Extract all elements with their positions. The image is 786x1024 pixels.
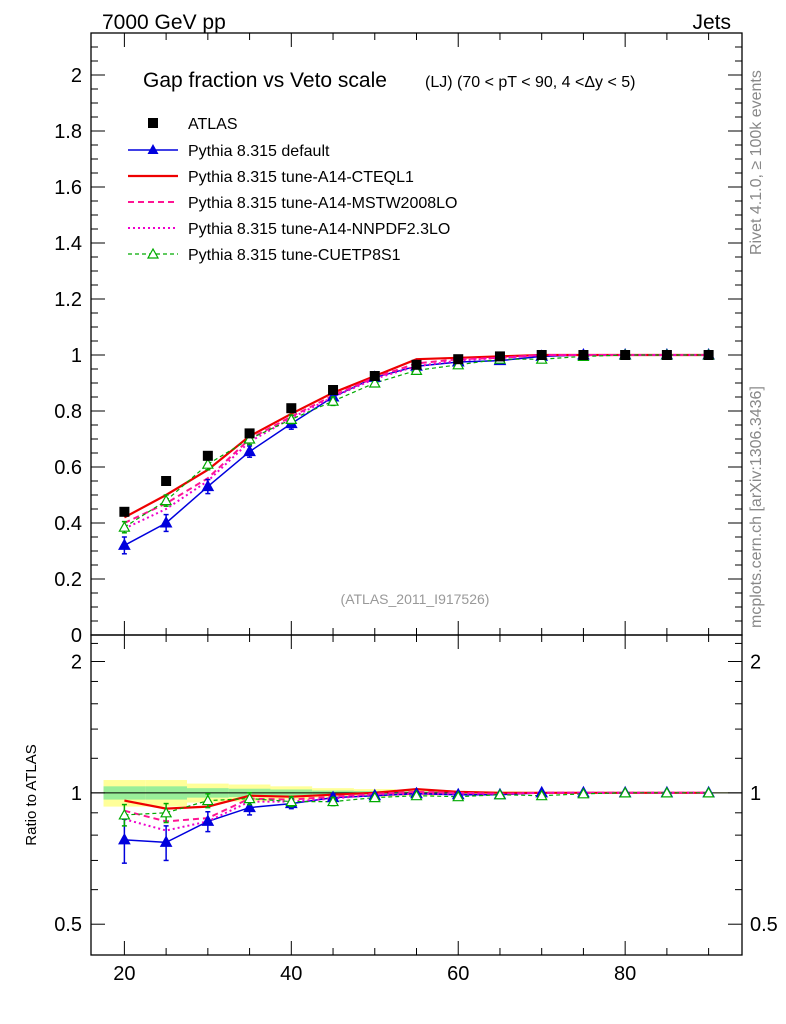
atlas-data-point: [494, 351, 505, 362]
rivet-label: Rivet 4.1.0, ≥ 100k events: [748, 70, 765, 255]
main-pythia-8-315-tune-cuetp8s1-point: [160, 494, 173, 506]
atlas-data-point: [161, 476, 172, 486]
ratio-pythia-8-315-tune-cuetp8s1-point: [201, 794, 214, 806]
analysis-watermark: (ATLAS_2011_I917526): [341, 591, 490, 607]
ratio-y-tick-label-right: 2: [750, 651, 761, 673]
main-pythia-8-315-default-point: [243, 444, 256, 457]
atlas-data-point: [620, 350, 631, 360]
ratio-pythia-8-315-tune-cuetp8s1-point: [702, 786, 715, 798]
legend-label-cteql1: Pythia 8.315 tune-A14-CTEQL1: [188, 169, 414, 186]
ratio-pythia-8-315-tune-cuetp8s1-point: [619, 786, 632, 798]
x-tick-label: 80: [614, 963, 636, 985]
ratio-pythia-8-315-tune-cuetp8s1-point: [452, 790, 465, 802]
ratio-pythia-8-315-tune-cuetp8s1-point: [285, 795, 298, 807]
header-left: 7000 GeV pp: [102, 11, 226, 34]
legend-label-nnpdf: Pythia 8.315 tune-A14-NNPDF2.3LO: [188, 221, 450, 238]
x-tick-label: 40: [280, 963, 302, 985]
main-pythia-8-315-tune-cuetp8s1-point: [327, 394, 340, 406]
atlas-data-point: [453, 354, 464, 365]
atlas-data-point: [411, 359, 422, 370]
main-pythia-8-315-tune-cuetp8s1-point: [201, 457, 214, 469]
atlas-data-point: [661, 350, 672, 360]
main-y-tick-label: 0.8: [54, 401, 82, 423]
main-pythia-8-315-tune-cuetp8s1-point: [368, 376, 381, 388]
ratio-pythia-8-315-default-point: [118, 832, 131, 845]
ratio-pythia-8-315-tune-cuetp8s1-point: [535, 789, 548, 801]
plot-title: Gap fraction vs Veto scale: [143, 69, 387, 92]
x-tick-label: 60: [447, 963, 469, 985]
ratio-pythia-8-315-tune-cuetp8s1-point: [577, 787, 590, 799]
legend-label-default: Pythia 8.315 default: [188, 143, 330, 160]
ratio-pythia-8-315-tune-a14-mstw2008lo-line: [124, 790, 709, 823]
plot-subtitle: (LJ) (70 < pT < 90, 4 <Δy < 5): [425, 74, 636, 91]
atlas-data-point: [202, 450, 213, 461]
atlas-data-point: [536, 350, 547, 360]
ratio-pythia-8-315-tune-cuetp8s1-point: [160, 806, 173, 818]
ratio-y-tick-label-right: 1: [750, 783, 761, 805]
main-pythia-8-315-tune-a14-cteql1-line: [123, 353, 709, 519]
ratio-pythia-8-315-tune-cuetp8s1-point: [327, 795, 340, 807]
main-y-tick-label: 1: [71, 345, 82, 367]
atlas-data-point: [369, 371, 380, 381]
atlas-data-point: [578, 350, 589, 360]
ratio-pythia-8-315-tune-cuetp8s1-point: [410, 789, 423, 801]
series-markers: [118, 347, 715, 864]
atlas-data-point: [244, 428, 255, 439]
legend-label-mstw: Pythia 8.315 tune-A14-MSTW2008LO: [188, 195, 457, 212]
atlas-data-point: [119, 506, 130, 517]
mcplots-label: mcplots.cern.ch [arXiv:1306.3436]: [748, 386, 765, 628]
main-y-tick-label: 0.6: [54, 457, 82, 479]
main-pythia-8-315-tune-cuetp8s1-point: [118, 520, 131, 532]
atlas-data-point: [328, 385, 339, 395]
x-tick-label: 20: [113, 963, 135, 985]
main-pythia-8-315-tune-cuetp8s1-point: [410, 364, 423, 375]
main-y-tick-label: 0.2: [54, 569, 82, 591]
main-pythia-8-315-default-line: [124, 354, 709, 547]
ratio-pythia-8-315-tune-cuetp8s1-point: [493, 788, 506, 800]
main-pythia-8-315-default-point: [159, 515, 173, 528]
header-right: Jets: [692, 11, 731, 34]
main-y-tick-label: 1.4: [54, 233, 82, 255]
ratio-pythia-8-315-tune-cuetp8s1-point: [118, 808, 131, 820]
atlas-data-point: [703, 350, 714, 360]
atlas-data-point: [286, 403, 297, 414]
main-y-tick-label: 0.4: [54, 513, 82, 535]
ratio-axis-label: Ratio to ATLAS: [23, 744, 40, 845]
legend-label-cuetp8s1: Pythia 8.315 tune-CUETP8S1: [188, 247, 401, 264]
main-pythia-8-315-tune-a14-mstw2008lo-line: [123, 354, 709, 524]
ratio-pythia-8-315-default-point: [159, 835, 173, 847]
main-pythia-8-315-tune-cuetp8s1-point: [243, 432, 256, 444]
main-y-tick-label: 2: [71, 65, 82, 87]
main-pythia-8-315-tune-cuetp8s1-line: [124, 354, 709, 528]
ratio-plot-frame: [90, 634, 743, 956]
ratio-pythia-8-315-tune-cuetp8s1-point: [660, 786, 673, 798]
ratio-y-tick-label-right: 0.5: [750, 914, 778, 936]
legend-marker-cuetp8s1: [146, 247, 160, 259]
legend-label-atlas: ATLAS: [188, 116, 238, 133]
ratio-y-tick-label: 1: [71, 783, 82, 805]
legend-marker-default: [147, 144, 159, 154]
main-y-tick-label: 1.8: [54, 121, 82, 143]
legend-marker-atlas: [148, 118, 158, 128]
main-y-tick-label: 1.2: [54, 289, 82, 311]
ratio-pythia-8-315-tune-cuetp8s1-point: [368, 791, 381, 803]
ratio-pythia-8-315-tune-a14-nnpdf2-3lo-line: [124, 791, 709, 832]
main-pythia-8-315-tune-cuetp8s1-point: [452, 358, 465, 370]
main-pythia-8-315-default-point: [118, 538, 131, 550]
main-pythia-8-315-tune-a14-nnpdf2-3lo-line: [123, 354, 709, 530]
ratio-pythia-8-315-default-point: [201, 814, 215, 826]
ratio-pythia-8-315-default-point: [243, 800, 256, 813]
main-pythia-8-315-default-point: [201, 479, 215, 492]
main-y-tick-label: 0: [71, 625, 82, 647]
ratio-y-tick-label: 0.5: [54, 914, 82, 936]
ratio-pythia-8-315-tune-cuetp8s1-point: [243, 792, 256, 804]
main-y-tick-label: 1.6: [54, 177, 82, 199]
main-pythia-8-315-tune-cuetp8s1-point: [285, 413, 298, 424]
ratio-y-tick-label: 2: [71, 651, 82, 673]
tick-labels: 20 40 60 80 0 0.2 0.4 0.6 0.8 1 1.2 1.4 1.6 1.8 2 0.5 0.…: [54, 65, 778, 985]
legend: ATLAS Pythia 8.315 default Pythia 8.315 …: [128, 116, 457, 264]
